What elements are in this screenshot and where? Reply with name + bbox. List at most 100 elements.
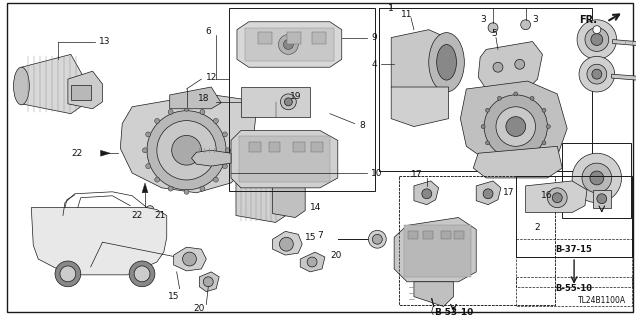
Circle shape [514,157,518,161]
Circle shape [592,69,602,79]
Text: 3: 3 [481,15,486,24]
Polygon shape [21,54,84,114]
Bar [454,231,465,239]
Circle shape [184,106,189,111]
Polygon shape [236,170,291,222]
Circle shape [577,20,616,59]
Text: 17: 17 [503,188,515,197]
Circle shape [284,98,292,106]
Bar [258,32,271,43]
Polygon shape [200,272,219,292]
Text: 22: 22 [72,149,83,158]
Text: 8: 8 [360,121,365,130]
Text: B-53-10: B-53-10 [434,308,473,317]
Circle shape [155,118,159,123]
Text: 9: 9 [371,33,377,42]
Bar [562,143,632,218]
Circle shape [486,141,490,145]
Polygon shape [31,208,167,275]
Text: 3: 3 [532,15,538,24]
Text: 10: 10 [371,168,383,177]
Circle shape [168,109,173,115]
Circle shape [213,177,218,182]
Text: 22: 22 [131,211,143,220]
Circle shape [585,28,609,51]
Bar [239,137,330,182]
Bar [423,231,433,239]
Polygon shape [300,252,325,272]
Polygon shape [394,218,476,282]
Circle shape [284,40,293,49]
Circle shape [129,261,155,287]
Circle shape [225,148,230,153]
Polygon shape [414,181,438,205]
Circle shape [146,164,150,169]
Circle shape [157,121,216,180]
Text: 21: 21 [154,211,165,220]
Circle shape [587,64,607,84]
Circle shape [369,230,387,248]
Polygon shape [473,146,562,178]
Circle shape [590,171,604,185]
Bar [408,231,418,239]
Circle shape [213,118,218,123]
Bar [516,277,632,307]
Polygon shape [460,81,567,166]
Polygon shape [142,183,148,193]
Circle shape [182,252,196,266]
Bar [269,142,280,152]
Circle shape [486,108,490,112]
Circle shape [547,188,567,208]
Polygon shape [391,87,449,127]
Polygon shape [170,87,221,109]
Text: 4: 4 [372,60,378,69]
Circle shape [542,141,546,145]
Circle shape [307,257,317,267]
Circle shape [484,95,547,158]
Circle shape [547,125,550,129]
Circle shape [184,189,189,194]
Circle shape [506,117,525,137]
Circle shape [542,108,546,112]
Text: 12: 12 [206,73,218,82]
Polygon shape [478,41,543,89]
Text: 14: 14 [310,203,321,212]
Circle shape [552,193,562,203]
Polygon shape [231,130,338,188]
Circle shape [572,153,621,203]
Polygon shape [414,282,454,307]
Circle shape [515,59,525,69]
Text: 18: 18 [198,94,209,103]
Circle shape [372,234,382,244]
Circle shape [143,148,147,153]
Ellipse shape [436,44,456,80]
Circle shape [422,189,432,199]
Circle shape [280,237,293,251]
Polygon shape [476,181,501,205]
Bar [287,32,301,43]
Text: 2: 2 [534,223,540,232]
Circle shape [493,62,503,72]
Circle shape [579,56,614,92]
Text: 15: 15 [305,233,317,242]
Circle shape [147,111,226,190]
Bar [404,226,471,277]
Bar [312,32,326,43]
Circle shape [481,125,485,129]
Text: FR.: FR. [579,15,597,25]
Bar [249,142,260,152]
Circle shape [483,189,493,199]
Bar [593,190,611,208]
Bar [71,85,91,100]
Bar [516,176,632,257]
Circle shape [146,132,150,137]
Circle shape [60,266,76,282]
Circle shape [530,153,534,157]
Circle shape [200,109,205,115]
Text: B-37-15: B-37-15 [556,245,593,254]
Bar [245,28,334,61]
Text: 5: 5 [491,29,497,38]
Circle shape [204,277,213,287]
Polygon shape [120,94,256,193]
Polygon shape [241,87,310,117]
